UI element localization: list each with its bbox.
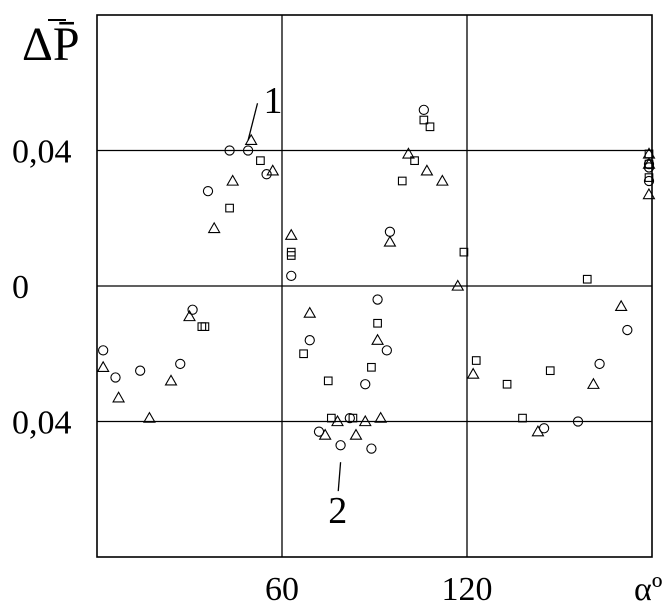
data-point-triangle	[244, 133, 258, 146]
data-point-triangle	[374, 411, 388, 423]
data-point-circle	[242, 145, 254, 156]
annotation-leader-line	[337, 462, 342, 492]
data-point-triangle	[358, 414, 372, 427]
data-point-square	[419, 115, 429, 125]
data-point-square	[425, 122, 435, 132]
data-point-square	[545, 366, 555, 376]
data-point-circle	[643, 175, 655, 187]
data-point-square	[644, 159, 654, 169]
y-axis-label: ΔP̄	[22, 18, 80, 71]
data-point-square	[323, 376, 333, 386]
data-point-circle	[622, 324, 633, 336]
data-point-square	[459, 247, 469, 257]
data-point-square	[518, 413, 527, 423]
x-axis-label: αº	[634, 571, 662, 608]
y-tick-label: 0,04	[12, 405, 72, 442]
data-point-circle	[344, 412, 355, 424]
data-point-triangle	[226, 174, 240, 186]
data-point-triangle	[183, 309, 196, 322]
data-point-triangle	[112, 391, 126, 403]
annotation-label: 1	[264, 80, 283, 122]
data-point-square	[644, 149, 654, 159]
data-point-circle	[381, 345, 392, 356]
data-point-circle	[360, 379, 371, 390]
data-point-square	[410, 156, 419, 166]
data-points	[96, 104, 656, 454]
data-point-circle	[261, 169, 272, 180]
data-point-triangle	[466, 367, 480, 379]
data-point-circle	[175, 358, 186, 370]
y-tick-label: 0,04	[12, 134, 72, 171]
data-point-triangle	[420, 164, 434, 176]
data-point-square	[348, 413, 358, 423]
tick-labels: 60 120 0,04 0 0,04	[12, 134, 493, 609]
data-point-triangle	[318, 428, 332, 440]
data-point-triangle	[586, 377, 600, 389]
data-point-triangle	[642, 187, 656, 200]
data-point-square	[373, 318, 382, 328]
data-point-circle	[304, 335, 315, 346]
data-point-circle	[372, 294, 383, 305]
data-point-square	[200, 322, 210, 332]
data-point-square	[286, 247, 296, 257]
data-point-square	[471, 356, 481, 365]
data-point-triangle	[331, 414, 344, 427]
x-tick-label: 60	[265, 571, 299, 608]
data-point-triangle	[435, 174, 449, 186]
data-point-square	[197, 322, 207, 332]
plot-frame	[96, 14, 653, 558]
data-point-square	[582, 274, 592, 284]
data-point-triangle	[614, 299, 628, 312]
data-point-triangle	[164, 374, 178, 386]
data-point-square	[397, 176, 407, 186]
data-point-triangle	[303, 306, 317, 318]
data-point-triangle	[349, 428, 363, 440]
data-point-circle	[98, 345, 109, 356]
data-point-square	[367, 362, 376, 372]
data-point-triangle	[531, 425, 545, 437]
data-point-circle	[572, 416, 584, 427]
y-tick-label: 0	[12, 269, 29, 306]
data-point-triangle	[284, 228, 298, 240]
data-point-triangle	[383, 235, 397, 247]
data-point-circle	[594, 358, 605, 370]
annotations: 12	[247, 80, 347, 532]
data-point-square	[326, 413, 336, 423]
annotation-label: 2	[328, 490, 347, 532]
data-point-circle	[110, 372, 121, 383]
data-point-square	[256, 156, 265, 166]
annotation-leader-line	[247, 103, 259, 141]
data-point-triangle	[451, 279, 465, 291]
data-point-circle	[135, 365, 146, 376]
data-point-square	[502, 379, 512, 389]
data-point-triangle	[401, 147, 415, 159]
x-tick-label: 120	[442, 571, 493, 608]
data-point-triangle	[207, 221, 221, 234]
data-point-circle	[286, 270, 297, 281]
data-point-circle	[418, 104, 429, 115]
data-point-circle	[187, 304, 198, 315]
data-point-circle	[202, 185, 214, 197]
data-point-square	[644, 173, 654, 182]
grid-lines	[97, 15, 652, 557]
data-point-triangle	[371, 333, 385, 345]
data-point-circle	[335, 440, 346, 451]
data-point-square	[225, 203, 234, 213]
data-point-circle	[224, 145, 235, 156]
data-point-triangle	[142, 411, 156, 423]
data-point-circle	[366, 443, 377, 454]
data-point-triangle	[96, 360, 110, 372]
data-point-triangle	[266, 164, 280, 176]
data-point-circle	[384, 226, 396, 237]
data-point-square	[299, 349, 308, 359]
